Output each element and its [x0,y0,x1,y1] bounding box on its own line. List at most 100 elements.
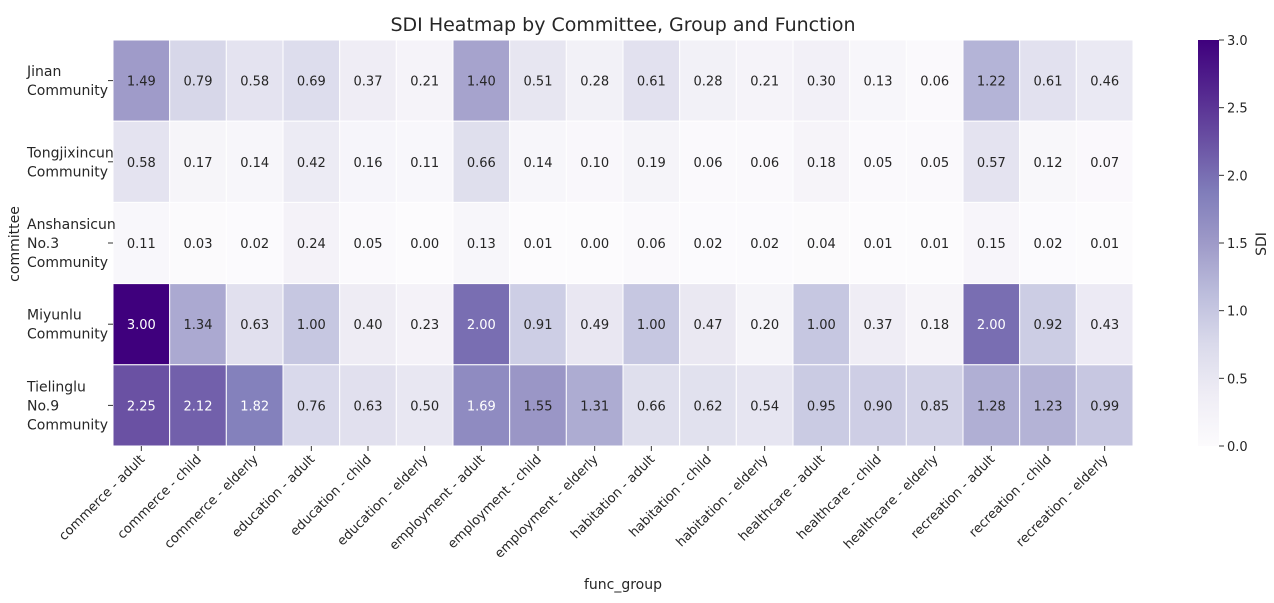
cell-value-label: 0.05 [864,156,893,171]
cell-value-label: 0.63 [240,318,269,333]
cell-value-label: 0.43 [1090,318,1119,333]
cell-value-label: 0.02 [750,237,779,252]
heatmap-cell [452,364,511,447]
heatmap-cell [849,39,907,122]
heatmap-cell [112,201,171,285]
heatmap-cell [225,201,284,285]
x-tick-label: recreation - elderly [1013,452,1111,550]
heatmap-cell [1075,364,1134,447]
heatmap-cell [169,364,227,447]
cell-value-label: 0.11 [410,156,439,171]
cell-value-label: 1.00 [637,318,666,333]
cell-value-label: 0.01 [864,237,893,252]
cell-value-label: 0.23 [410,318,439,333]
heatmap-cell [339,364,397,447]
cell-value-label: 0.66 [467,156,496,171]
cell-value-label: 0.69 [297,75,326,90]
y-tick-label: Miyunlu Community [27,308,108,343]
heatmap-cell [622,364,681,447]
cell-value-label: 0.37 [864,318,893,333]
cell-value-label: 0.40 [354,318,383,333]
cell-value-label: 0.57 [977,156,1006,171]
cell-value-label: 0.13 [467,237,496,252]
heatmap-cell [169,120,227,203]
cell-value-label: 0.02 [1034,237,1063,252]
cell-value-label: 2.25 [127,399,156,414]
cell-value-label: 0.50 [410,399,439,414]
heatmap-cell [962,39,1021,122]
heatmap-cell [112,283,171,366]
cell-value-label: 0.06 [920,75,949,90]
x-axis-label: func_group [584,577,662,593]
heatmap-cell [395,39,454,122]
heatmap-cell [792,283,851,366]
heatmap-cell [735,201,794,285]
cell-value-label: 0.18 [920,318,949,333]
cell-value-label: 1.31 [580,399,609,414]
cell-value-label: 0.51 [524,75,553,90]
colorbar-tick-label: 0.5 [1227,372,1248,387]
cell-value-label: 0.47 [694,318,723,333]
heatmap-cell [282,39,341,122]
cell-value-label: 0.21 [750,75,779,90]
colorbar-tick-label: 1.0 [1227,305,1248,320]
heatmap-cell [1075,283,1134,366]
heatmap-cell [962,283,1021,366]
cell-value-label: 0.04 [807,237,836,252]
colorbar-tick-label: 2.5 [1227,102,1248,117]
cell-value-label: 0.14 [240,156,269,171]
cell-value-label: 0.14 [524,156,553,171]
colorbar: 0.0 0.5 1.0 1.5 2.0 2.5 3.0 [1198,34,1248,455]
x-tick-label: commerce - elderly [162,452,262,552]
cell-value-label: 0.06 [694,156,723,171]
cell-value-label: 0.01 [1090,237,1119,252]
cell-value-label: 1.00 [297,318,326,333]
heatmap-cell [792,364,851,447]
heatmap-cell [282,120,341,203]
cell-value-label: 0.58 [240,75,269,90]
y-tick-label: Anshansicun No.3 Community [27,217,116,271]
heatmap-cell [169,201,227,285]
cell-value-label: 0.01 [920,237,949,252]
colorbar-tick-label: 3.0 [1227,34,1248,49]
heatmap-cell [1019,364,1077,447]
heatmap-cell [225,120,284,203]
cell-value-label: 1.34 [184,318,213,333]
heatmap-cell [1019,201,1077,285]
heatmap-cell [622,120,681,203]
y-axis-label: committee [7,206,23,282]
cell-value-label: 0.10 [580,156,609,171]
heatmap-cell [112,120,171,203]
cell-value-label: 0.79 [184,75,213,90]
cell-value-label: 0.03 [184,237,213,252]
cell-value-label: 1.23 [1034,399,1063,414]
heatmap-cell [792,120,851,203]
heatmap-cell [905,283,964,366]
heatmap-cell [735,39,794,122]
cell-value-label: 0.18 [807,156,836,171]
heatmap-cell [112,364,171,447]
cell-value-label: 1.55 [524,399,553,414]
heatmap-cell [565,120,624,203]
cell-value-label: 0.17 [184,156,213,171]
heatmap-cell [565,364,624,447]
heatmap-cell [169,39,227,122]
cell-value-label: 0.76 [297,399,326,414]
cell-value-label: 0.15 [977,237,1006,252]
y-axis-ticks: Jinan Community Tongjixincun Community Ansha… [26,64,116,433]
cell-value-label: 0.62 [694,399,723,414]
heatmap-cell [282,364,341,447]
x-tick-label: healthcare - elderly [841,452,941,552]
cell-value-label: 0.12 [1034,156,1063,171]
cell-value-label: 0.28 [694,75,723,90]
cell-value-label: 1.00 [807,318,836,333]
heatmap-cell [509,39,567,122]
colorbar-tick-label: 0.0 [1227,440,1248,455]
heatmap-cell [1075,39,1134,122]
heatmap-cell [1075,201,1134,285]
cell-value-label: 0.61 [637,75,666,90]
cell-value-label: 0.46 [1090,75,1119,90]
heatmap-cell [792,201,851,285]
heatmap-cell [622,201,681,285]
cell-value-label: 0.95 [807,399,836,414]
